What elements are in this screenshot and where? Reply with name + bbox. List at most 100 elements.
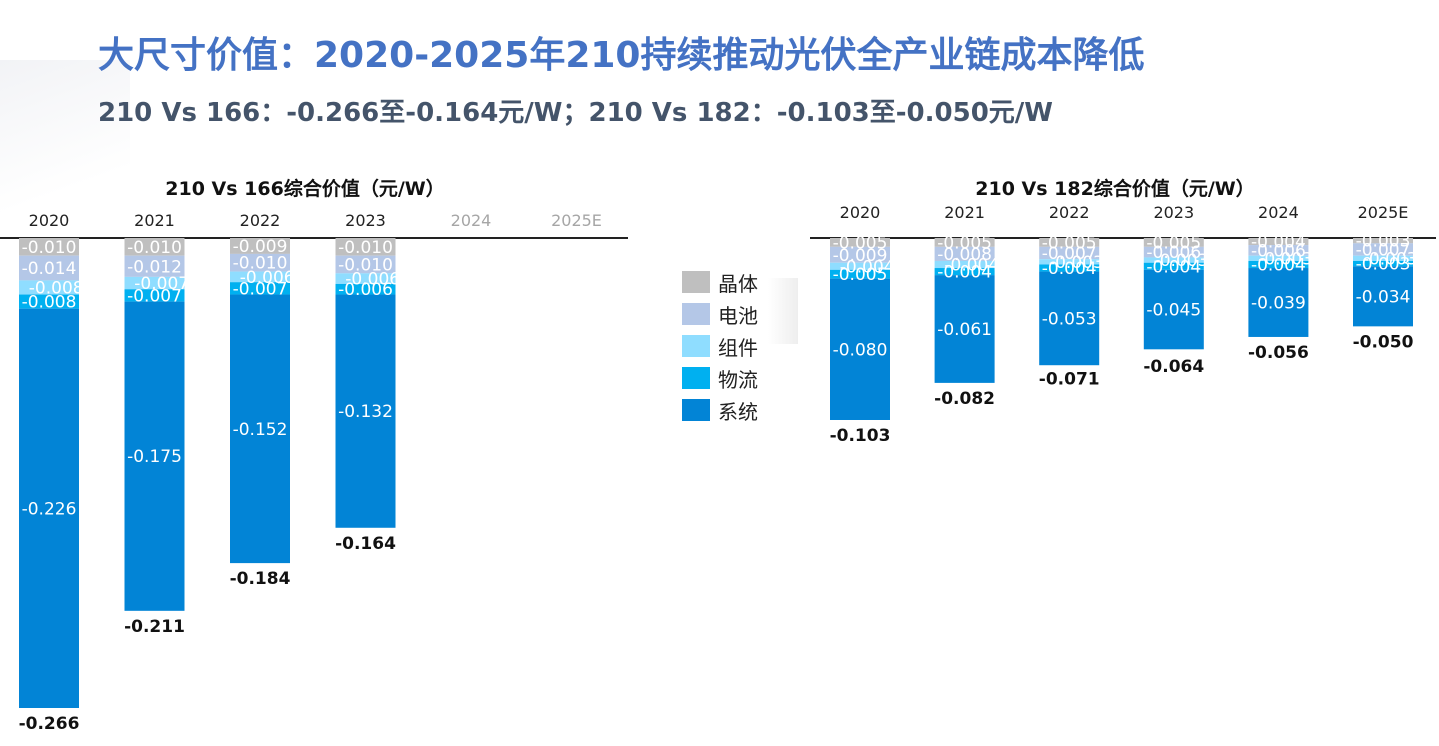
bar-segment-logistics bbox=[335, 283, 396, 295]
x-tick-label: 2021 bbox=[944, 203, 985, 222]
data-label-cell: -0.012 bbox=[127, 257, 182, 277]
data-label-logistics: -0.003 bbox=[1356, 255, 1411, 275]
data-label-crystal: -0.005 bbox=[937, 233, 992, 253]
x-tick-label: 2025E bbox=[1358, 203, 1409, 222]
data-label-system: -0.080 bbox=[833, 340, 888, 360]
bar-segment-module bbox=[934, 260, 995, 269]
bar-segment-logistics bbox=[124, 289, 185, 302]
total-label: -0.164 bbox=[335, 534, 396, 554]
data-label-system: -0.152 bbox=[233, 420, 288, 440]
bar-segment-crystal bbox=[1248, 238, 1309, 246]
bar-segment-module bbox=[1353, 255, 1413, 261]
data-label-crystal: -0.010 bbox=[338, 238, 393, 258]
legend-item-logistics: 物流 bbox=[682, 362, 758, 394]
x-tick-label: 2024 bbox=[1258, 203, 1299, 222]
bar-segment-system bbox=[1353, 266, 1413, 327]
data-label-module: -0.004 bbox=[840, 257, 895, 277]
bar-segment-logistics bbox=[1248, 260, 1309, 269]
total-label: -0.211 bbox=[124, 617, 185, 637]
background-decoration bbox=[0, 60, 130, 220]
bar-segment-cell bbox=[1353, 243, 1413, 256]
bar-segment-crystal bbox=[1039, 238, 1100, 247]
data-label-cell: -0.014 bbox=[22, 259, 77, 279]
x-tick-label: 2020 bbox=[840, 203, 881, 222]
bar-segment-cell bbox=[230, 253, 290, 272]
data-label-cell: -0.009 bbox=[833, 246, 888, 266]
data-label-cell: -0.007 bbox=[1042, 244, 1097, 264]
legend-label: 组件 bbox=[718, 335, 758, 360]
data-label-crystal: -0.003 bbox=[1356, 232, 1411, 252]
page-subtitle: 210 Vs 166：-0.266至-0.164元/W；210 Vs 182：-… bbox=[98, 98, 1053, 128]
legend-swatch bbox=[682, 303, 710, 325]
bar-segment-crystal bbox=[934, 238, 995, 247]
total-label: -0.103 bbox=[830, 426, 891, 446]
data-label-cell: -0.008 bbox=[937, 245, 992, 265]
bar-segment-module bbox=[830, 262, 890, 270]
data-label-crystal: -0.010 bbox=[22, 238, 77, 258]
chart-title: 210 Vs 166综合价值（元/W） bbox=[165, 177, 444, 200]
legend-swatch bbox=[682, 399, 710, 421]
bar-segment-module bbox=[1248, 255, 1309, 261]
bar-segment-module bbox=[230, 271, 290, 283]
data-label-module: -0.006 bbox=[345, 270, 400, 290]
bar-segment-cell bbox=[335, 255, 396, 274]
bar-segment-logistics bbox=[230, 282, 290, 295]
legend-item-cell: 电池 bbox=[682, 298, 758, 330]
data-label-logistics: -0.004 bbox=[1146, 257, 1201, 277]
x-tick-label: 2025E bbox=[551, 211, 602, 230]
bar-segment-system bbox=[1248, 268, 1309, 337]
bar-segment-cell bbox=[1248, 245, 1309, 256]
data-label-system: -0.045 bbox=[1146, 301, 1201, 321]
data-label-cell: -0.006 bbox=[1251, 241, 1306, 261]
data-label-logistics: -0.004 bbox=[1251, 256, 1306, 276]
bar-segment-cell bbox=[19, 255, 79, 281]
bar-segment-module bbox=[124, 276, 185, 290]
data-label-system: -0.061 bbox=[937, 320, 992, 340]
bar-segment-crystal bbox=[335, 238, 396, 256]
total-label: -0.082 bbox=[934, 389, 995, 409]
bar-segment-cell bbox=[1039, 246, 1100, 260]
page-title: 大尺寸价值：2020-2025年210持续推动光伏全产业链成本降低 bbox=[98, 35, 1145, 76]
data-label-system: -0.039 bbox=[1251, 293, 1306, 313]
legend-swatch bbox=[682, 271, 710, 293]
data-label-system: -0.053 bbox=[1042, 309, 1097, 329]
data-label-module: -0.003 bbox=[1154, 251, 1209, 271]
x-tick-label: 2021 bbox=[134, 211, 175, 230]
chart-title: 210 Vs 182综合价值（元/W） bbox=[975, 177, 1254, 200]
data-label-cell: -0.007 bbox=[1356, 240, 1411, 260]
data-label-logistics: -0.007 bbox=[233, 279, 288, 299]
bar-segment-module bbox=[19, 280, 79, 295]
bar-segment-cell bbox=[1143, 246, 1204, 258]
bar-segment-system bbox=[230, 294, 290, 564]
legend-swatch bbox=[682, 367, 710, 389]
data-label-cell: -0.006 bbox=[1146, 243, 1201, 263]
legend-item-module: 组件 bbox=[682, 330, 758, 362]
data-label-system: -0.226 bbox=[22, 499, 77, 519]
data-label-cell: -0.010 bbox=[338, 256, 393, 276]
x-tick-label: 2024 bbox=[451, 211, 492, 230]
bar-segment-crystal bbox=[124, 238, 185, 256]
legend-swatch bbox=[682, 335, 710, 357]
data-label-cell: -0.010 bbox=[233, 254, 288, 274]
bar-segment-crystal bbox=[1353, 238, 1413, 244]
bar-segment-system bbox=[934, 275, 995, 383]
bar-segment-system bbox=[830, 278, 890, 420]
data-label-module: -0.003 bbox=[1258, 249, 1313, 269]
bar-segment-logistics bbox=[1039, 264, 1100, 272]
legend-item-system: 系统 bbox=[682, 394, 758, 426]
total-label: -0.050 bbox=[1353, 332, 1414, 352]
data-label-module: -0.008 bbox=[29, 278, 84, 298]
data-label-system: -0.175 bbox=[127, 447, 182, 467]
bar-segment-system bbox=[335, 294, 396, 528]
x-tick-label: 2020 bbox=[29, 211, 70, 230]
bar-segment-system bbox=[1039, 271, 1100, 366]
legend-label: 晶体 bbox=[718, 271, 758, 296]
bar-segment-module bbox=[1039, 259, 1100, 265]
data-label-crystal: -0.010 bbox=[127, 238, 182, 258]
data-label-system: -0.132 bbox=[338, 402, 393, 422]
bar-segment-cell bbox=[934, 246, 995, 261]
x-tick-label: 2023 bbox=[345, 211, 386, 230]
bar-segment-module bbox=[1143, 257, 1204, 263]
